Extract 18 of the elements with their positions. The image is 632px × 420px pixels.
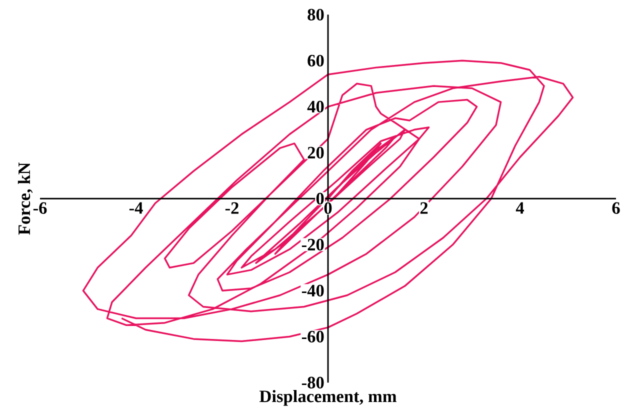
x-tick-label: 0: [324, 202, 332, 214]
x-tick-label: -4: [129, 202, 143, 214]
y-tick-label: 0: [316, 192, 324, 204]
y-tick-label: -40: [302, 284, 324, 296]
y-tick-label: 40: [307, 100, 324, 112]
y-tick-label: 20: [308, 146, 324, 158]
y-tick-label: 80: [308, 8, 324, 21]
y-tick-label: -80: [302, 376, 324, 388]
x-tick-label: 4: [516, 202, 524, 214]
y-axis-title: Force, kN: [18, 162, 33, 235]
x-tick-label: -6: [33, 202, 47, 214]
x-tick-label: -2: [225, 202, 238, 214]
x-tick-label: 2: [420, 202, 428, 214]
y-tick-label: -60: [302, 330, 324, 342]
y-tick-label: 60: [308, 54, 324, 67]
x-tick-label: 6: [612, 202, 620, 214]
y-tick-label: -20: [302, 238, 324, 250]
x-axis-title: Displacement, mm: [259, 390, 397, 406]
